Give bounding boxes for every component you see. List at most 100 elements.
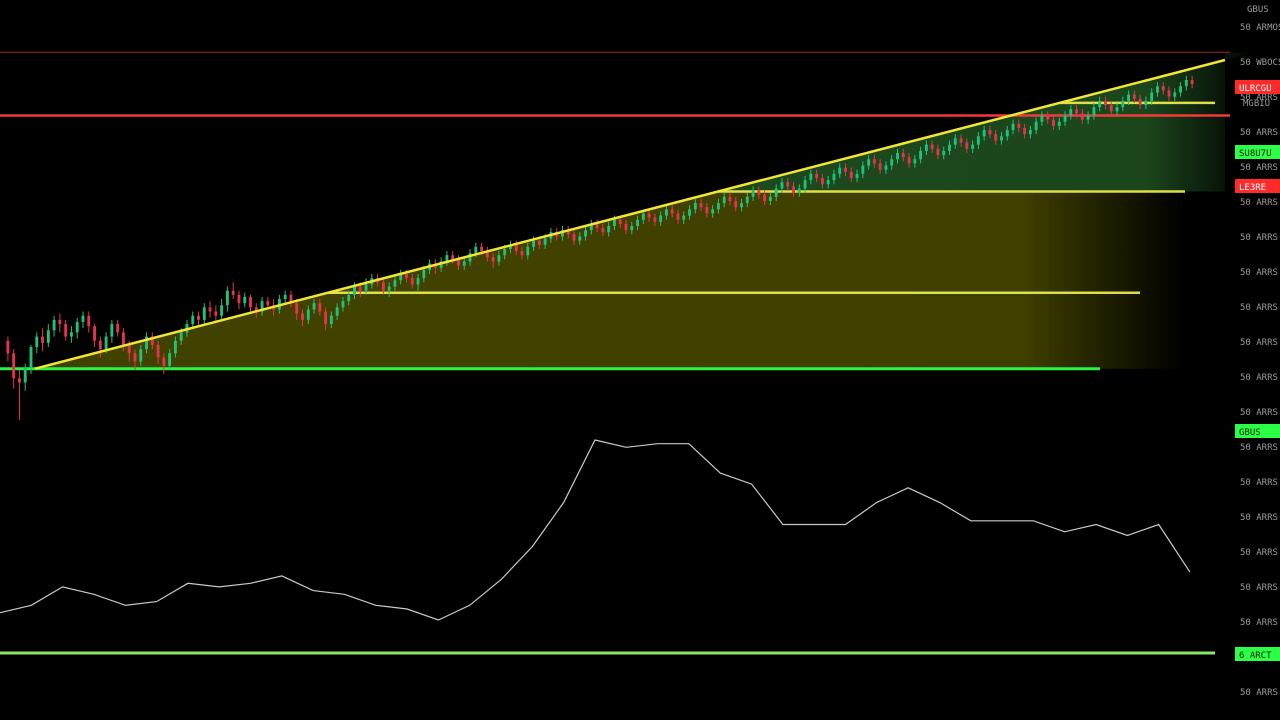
candle-body [878,163,882,170]
candle-body [197,315,200,320]
candle-body [763,194,767,201]
candle-body [243,296,247,304]
candle-body [503,248,507,256]
candle-body [474,246,478,254]
candle-body [249,296,252,308]
trendline-layer[interactable] [34,58,1226,370]
candle-body [237,294,241,304]
candle-body [1161,86,1165,91]
candle-body [595,223,599,229]
candle-body [98,340,102,350]
candle-body [693,203,697,210]
candle-body [647,213,651,218]
candle-body [191,315,195,325]
candle-body [462,261,466,266]
candle-body [208,307,212,312]
candle-body [353,286,356,295]
candle-body [480,246,484,252]
candle-body [127,344,131,354]
candle-body [509,244,512,249]
candle-body [289,294,293,304]
candle-body [728,196,732,201]
candle-body [844,167,847,172]
candle-body [1098,100,1102,108]
candle-body [139,349,143,362]
candle-body [919,150,923,160]
candle-body [451,255,455,260]
candle-body [358,286,362,291]
support-main-tag: GBUS [1235,424,1280,438]
candle-body [1132,94,1136,99]
candle-body [1000,136,1003,141]
axis-tick-label: 50 ARRS [1240,163,1278,173]
candle-body [1184,80,1188,87]
candle-body [110,324,114,337]
candle-body [1086,115,1090,120]
candle-body [664,209,668,216]
candle-body [58,319,62,325]
svg-text:MGBIU: MGBIU [1243,99,1270,109]
candle-body [12,353,16,379]
candle-body [64,324,68,337]
candle-body [69,332,73,337]
candle-body [670,209,674,214]
candle-body [254,307,258,312]
candle-body [953,138,957,145]
candle-body [849,171,853,179]
svg-text:GBUS: GBUS [1239,428,1261,438]
candle-body [1150,92,1154,101]
candle-body [930,144,934,149]
candle-body [716,203,720,210]
candlestick-series [6,75,1194,420]
candle-body [220,305,224,316]
candle-body [659,215,663,222]
axis-tick-label: 50 WBOCS [1240,58,1280,68]
ascending-trendline [34,58,1226,370]
axis-tick-label: 50 ARRS [1240,93,1278,103]
svg-text:ULRCGU: ULRCGU [1239,84,1272,94]
candle-body [774,188,778,197]
candle-body [150,336,154,345]
candle-body [266,301,270,306]
axis-tick-label: 50 ARRS [1240,338,1278,348]
resistance-upper-tag: ULRCGU [1235,80,1280,94]
candle-body [1167,90,1171,97]
svg-text:SU8U7U: SU8U7U [1239,149,1272,159]
candle-body [306,309,310,320]
candle-body [231,290,235,295]
olive-fill-zone [35,191,1185,369]
candle-body [682,215,686,220]
candle-body [468,253,472,262]
axis-tick-label: 50 ARRS [1240,583,1278,593]
candle-body [1069,109,1073,116]
candle-body [624,223,628,231]
candle-body [364,284,368,291]
candle-body [740,203,743,208]
candle-body [457,259,460,266]
candle-body [1075,109,1079,114]
candle-body [283,294,287,300]
candle-body [867,159,871,166]
candle-body [133,353,137,362]
candle-body [1127,94,1131,101]
candle-body [405,273,408,279]
candle-body [23,367,27,383]
resistance-main-tag: LE3RE [1235,179,1280,193]
axis-tick-label: 50 ARRS [1240,268,1278,278]
candle-body [890,159,894,166]
horizontal-levels [0,51,1230,655]
candle-body [17,378,21,383]
candle-body [1109,105,1113,112]
axis-tick-label: 50 ARRS [1240,478,1278,488]
candle-body [341,301,345,308]
candle-body [1046,115,1050,120]
candle-body [526,246,530,256]
axis-tick-label: 50 ARRS [1240,303,1278,313]
candle-body [87,315,91,327]
candle-body [699,203,703,208]
candle-body [104,336,108,350]
candle-body [156,344,160,358]
candle-body [318,303,322,312]
candle-body [855,173,859,179]
